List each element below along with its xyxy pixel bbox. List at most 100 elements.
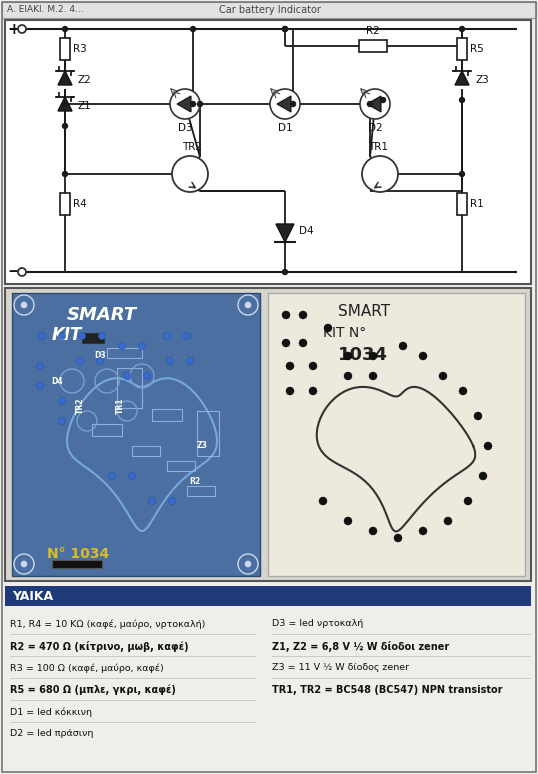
- Circle shape: [21, 302, 27, 308]
- Circle shape: [170, 89, 200, 119]
- Text: R1: R1: [470, 199, 484, 209]
- Text: R5 = 680 Ω (μπλε, γκρι, καφέ): R5 = 680 Ω (μπλε, γκρι, καφέ): [10, 685, 176, 695]
- FancyBboxPatch shape: [457, 38, 467, 60]
- Circle shape: [118, 343, 125, 350]
- Polygon shape: [455, 71, 469, 85]
- Circle shape: [394, 534, 402, 542]
- Circle shape: [459, 26, 464, 32]
- Text: R2: R2: [366, 26, 380, 36]
- Circle shape: [380, 98, 386, 102]
- FancyBboxPatch shape: [268, 293, 525, 576]
- Circle shape: [464, 497, 472, 505]
- Text: KIT: KIT: [52, 326, 82, 344]
- Circle shape: [129, 472, 136, 480]
- FancyBboxPatch shape: [52, 560, 102, 568]
- Polygon shape: [58, 97, 72, 111]
- Circle shape: [144, 372, 151, 379]
- Circle shape: [299, 311, 307, 319]
- Circle shape: [270, 89, 300, 119]
- Text: N° 1034: N° 1034: [47, 547, 109, 561]
- Circle shape: [62, 172, 67, 176]
- Circle shape: [282, 26, 287, 32]
- Circle shape: [37, 362, 44, 369]
- Circle shape: [39, 333, 46, 340]
- Circle shape: [282, 311, 290, 319]
- Circle shape: [299, 339, 307, 347]
- Text: Z3 = 11 V ½ W δίοδος zener: Z3 = 11 V ½ W δίοδος zener: [272, 663, 409, 673]
- Text: Z3: Z3: [196, 441, 208, 450]
- Text: TR1: TR1: [116, 398, 124, 414]
- Circle shape: [309, 362, 317, 370]
- Circle shape: [344, 517, 352, 525]
- Text: D3: D3: [178, 123, 192, 133]
- FancyBboxPatch shape: [2, 2, 536, 18]
- Circle shape: [479, 472, 487, 480]
- Circle shape: [459, 98, 464, 102]
- Text: R5: R5: [470, 44, 484, 54]
- Circle shape: [367, 101, 372, 107]
- Text: TR1: TR1: [368, 142, 388, 152]
- Text: Z3: Z3: [475, 75, 489, 85]
- Text: YAIKA: YAIKA: [12, 590, 53, 602]
- Circle shape: [168, 498, 175, 505]
- Text: A. EIAKI. M.2. 4...: A. EIAKI. M.2. 4...: [7, 5, 83, 15]
- Text: +: +: [8, 22, 20, 36]
- FancyBboxPatch shape: [60, 193, 70, 215]
- Circle shape: [439, 372, 447, 380]
- Circle shape: [62, 124, 67, 128]
- Circle shape: [18, 268, 26, 276]
- Circle shape: [309, 387, 317, 395]
- Circle shape: [344, 352, 352, 360]
- Text: TR1, TR2 = BC548 (BC547) NPN transistor: TR1, TR2 = BC548 (BC547) NPN transistor: [272, 685, 502, 695]
- Text: D2 = led πράσινη: D2 = led πράσινη: [10, 730, 94, 738]
- Circle shape: [62, 26, 67, 32]
- Circle shape: [59, 398, 66, 405]
- FancyBboxPatch shape: [5, 586, 531, 606]
- Text: D4: D4: [51, 376, 63, 385]
- Circle shape: [369, 527, 377, 535]
- Circle shape: [21, 561, 27, 567]
- Circle shape: [18, 25, 26, 33]
- Circle shape: [62, 101, 67, 107]
- Text: TR2: TR2: [75, 398, 84, 414]
- Text: R3 = 100 Ω (καφέ, μαύρο, καφέ): R3 = 100 Ω (καφέ, μαύρο, καφέ): [10, 663, 164, 673]
- Polygon shape: [276, 224, 294, 242]
- Text: R2 = 470 Ω (κίτρινο, μωβ, καφέ): R2 = 470 Ω (κίτρινο, μωβ, καφέ): [10, 641, 189, 652]
- Text: −: −: [8, 265, 20, 279]
- Polygon shape: [367, 96, 381, 112]
- Text: D1: D1: [278, 123, 292, 133]
- Circle shape: [172, 156, 208, 192]
- Circle shape: [291, 101, 295, 107]
- Circle shape: [319, 497, 327, 505]
- Text: Z1: Z1: [78, 101, 92, 111]
- Text: Z2: Z2: [78, 75, 92, 85]
- Circle shape: [324, 324, 332, 332]
- FancyBboxPatch shape: [12, 293, 260, 576]
- FancyBboxPatch shape: [5, 288, 531, 581]
- Text: TR2: TR2: [182, 142, 202, 152]
- Circle shape: [98, 333, 105, 340]
- Circle shape: [399, 342, 407, 350]
- Circle shape: [282, 26, 287, 32]
- Circle shape: [79, 333, 86, 340]
- FancyBboxPatch shape: [60, 38, 70, 60]
- Text: D2: D2: [367, 123, 383, 133]
- Circle shape: [245, 561, 251, 567]
- Circle shape: [59, 333, 66, 340]
- Polygon shape: [177, 96, 191, 112]
- Circle shape: [76, 358, 83, 365]
- Text: 1034: 1034: [338, 346, 388, 364]
- Circle shape: [474, 412, 482, 420]
- Circle shape: [286, 362, 294, 370]
- Circle shape: [164, 333, 171, 340]
- Circle shape: [444, 517, 452, 525]
- Text: SMART: SMART: [338, 303, 390, 318]
- Circle shape: [419, 527, 427, 535]
- Text: D3: D3: [94, 351, 106, 361]
- Text: Car battery Indicator: Car battery Indicator: [219, 5, 321, 15]
- Circle shape: [59, 417, 66, 424]
- Text: D3 = led νρτοκαλή: D3 = led νρτοκαλή: [272, 619, 363, 628]
- Circle shape: [96, 358, 103, 365]
- Circle shape: [187, 358, 194, 365]
- Polygon shape: [277, 96, 291, 112]
